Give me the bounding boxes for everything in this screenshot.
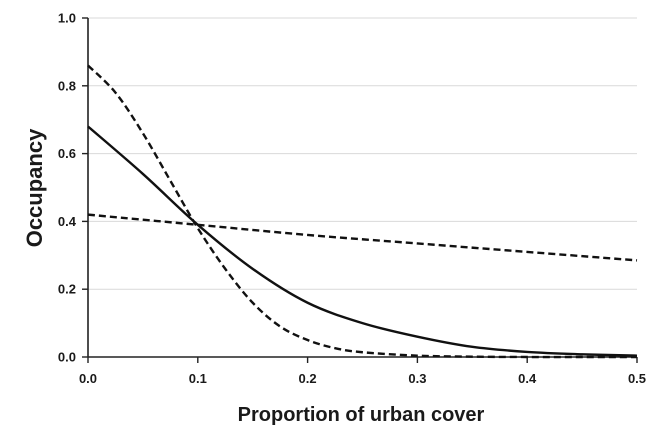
y-axis-title: Occupancy [22,128,47,247]
series-lines [87,64,638,359]
y-tick-label-0: 0.0 [58,350,76,365]
y-tick-label-1: 0.2 [58,282,76,297]
series-line-3-dashed [87,213,638,262]
x-tick-label-3: 0.3 [408,371,426,386]
x-tick-label-4: 0.4 [518,371,537,386]
gridlines [88,17,637,290]
series-line-1-solid [87,125,638,357]
y-tick-label-3: 0.6 [58,146,76,161]
x-axis-title: Proportion of urban cover [238,404,485,426]
series-line-2-dashed [87,64,637,359]
x-tick-label-1: 0.1 [189,371,207,386]
axes [82,17,638,363]
x-tick-label-0: 0.0 [79,371,97,386]
x-tick-label-5: 0.5 [628,371,646,386]
x-tick-label-2: 0.2 [299,371,317,386]
y-tick-label-2: 0.4 [58,214,77,229]
y-tick-label-5: 1.0 [58,11,76,26]
tick-labels: 0.0 0.2 0.4 0.6 0.8 1.0 0.0 0.1 0.2 0.3 0.4 0.5 [58,11,646,387]
y-tick-label-4: 0.8 [58,78,76,93]
